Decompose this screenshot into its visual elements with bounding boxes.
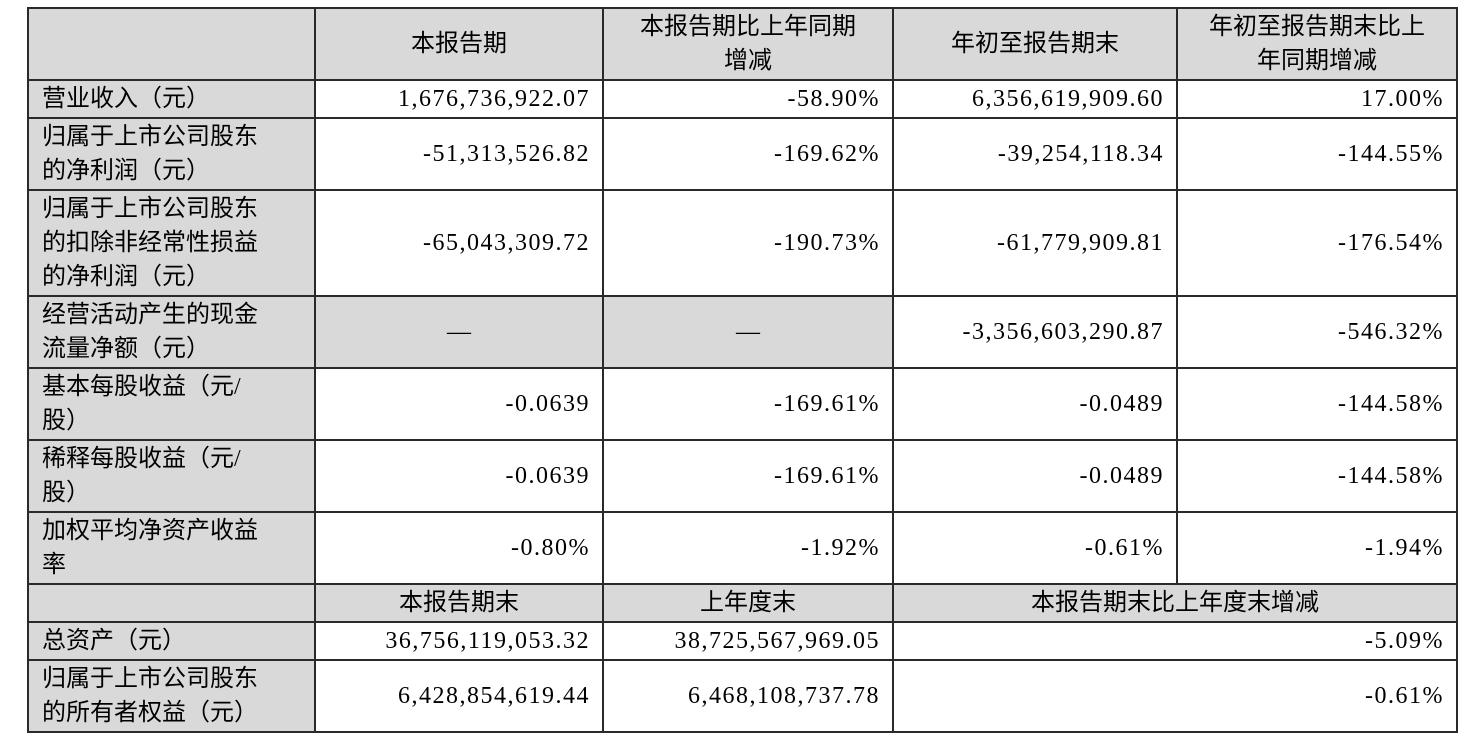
metric-label: 营业收入（元） [27,79,316,119]
header-current-period: 本报告期 [314,7,604,81]
metric-value: -51,313,526.82 [314,117,604,191]
header-ytd: 年初至报告期末 [892,7,1178,81]
table-row-revenue: 营业收入（元） 1,676,736,922.07 -58.90% 6,356,6… [27,79,1458,119]
table-row-diluted-eps: 稀释每股收益（元/ 股） -0.0639 -169.61% -0.0489 -1… [27,439,1458,513]
metric-value: -65,043,309.72 [314,189,604,297]
metric-value: -0.80% [314,511,604,585]
metric-value: -176.54% [1176,189,1458,297]
metric-value: -169.61% [602,439,894,513]
empty-dash-cell: — [602,295,894,369]
metric-value: -0.0489 [892,367,1178,441]
metric-label: 归属于上市公司股东 的所有者权益（元） [27,659,316,733]
metric-value: 6,356,619,909.60 [892,79,1178,119]
metric-value: -0.61% [892,659,1458,733]
metric-value: -546.32% [1176,295,1458,369]
metric-value: -144.58% [1176,439,1458,513]
table-row-total-assets: 总资产（元） 36,756,119,053.32 38,725,567,969.… [27,621,1458,661]
metric-value: -1.92% [602,511,894,585]
metric-value: -0.0639 [314,367,604,441]
metric-value: -58.90% [602,79,894,119]
metric-label: 归属于上市公司股东 的净利润（元） [27,117,316,191]
header-row-period-end: 本报告期末 上年度末 本报告期末比上年度末增减 [27,583,1458,623]
metric-value: -1.94% [1176,511,1458,585]
table-row-net-profit: 归属于上市公司股东 的净利润（元） -51,313,526.82 -169.62… [27,117,1458,191]
corner-cell [27,583,316,623]
metric-label: 稀释每股收益（元/ 股） [27,439,316,513]
header-end-of-last-year: 上年度末 [602,583,894,623]
header-change-vs-last-year-end: 本报告期末比上年度末增减 [892,583,1458,623]
metric-label: 总资产（元） [27,621,316,661]
header-current-period-yoy-change: 本报告期比上年同期 增减 [602,7,894,81]
metric-value: 6,468,108,737.78 [602,659,894,733]
financial-summary-table: 本报告期 本报告期比上年同期 增减 年初至报告期末 年初至报告期末比上 年同期增… [27,7,1458,733]
metric-value: 1,676,736,922.07 [314,79,604,119]
table-row-operating-cash-flow: 经营活动产生的现金 流量净额（元） — — -3,356,603,290.87 … [27,295,1458,369]
header-ytd-yoy-change: 年初至报告期末比上 年同期增减 [1176,7,1458,81]
financial-summary: 本报告期 本报告期比上年同期 增减 年初至报告期末 年初至报告期末比上 年同期增… [27,7,1458,733]
table-row-net-profit-excl-nonrecurring: 归属于上市公司股东 的扣除非经常性损益 的净利润（元） -65,043,309.… [27,189,1458,297]
metric-value: -61,779,909.81 [892,189,1178,297]
metric-label: 基本每股收益（元/ 股） [27,367,316,441]
metric-value: -0.61% [892,511,1178,585]
metric-value: -5.09% [892,621,1458,661]
corner-cell [27,7,316,81]
table-row-weighted-avg-roe: 加权平均净资产收益 率 -0.80% -1.92% -0.61% -1.94% [27,511,1458,585]
metric-label: 加权平均净资产收益 率 [27,511,316,585]
metric-value: -190.73% [602,189,894,297]
metric-value: -144.55% [1176,117,1458,191]
metric-value: -144.58% [1176,367,1458,441]
metric-value: -169.61% [602,367,894,441]
metric-value: 36,756,119,053.32 [314,621,604,661]
metric-label: 经营活动产生的现金 流量净额（元） [27,295,316,369]
metric-value: 17.00% [1176,79,1458,119]
metric-value: 38,725,567,969.05 [602,621,894,661]
metric-value: -169.62% [602,117,894,191]
header-end-of-period: 本报告期末 [314,583,604,623]
metric-value: 6,428,854,619.44 [314,659,604,733]
empty-dash-cell: — [314,295,604,369]
table-row-basic-eps: 基本每股收益（元/ 股） -0.0639 -169.61% -0.0489 -1… [27,367,1458,441]
header-row-period: 本报告期 本报告期比上年同期 增减 年初至报告期末 年初至报告期末比上 年同期增… [27,7,1458,81]
metric-value: -3,356,603,290.87 [892,295,1178,369]
table-row-equity: 归属于上市公司股东 的所有者权益（元） 6,428,854,619.44 6,4… [27,659,1458,733]
metric-value: -39,254,118.34 [892,117,1178,191]
metric-value: -0.0639 [314,439,604,513]
metric-value: -0.0489 [892,439,1178,513]
metric-label: 归属于上市公司股东 的扣除非经常性损益 的净利润（元） [27,189,316,297]
